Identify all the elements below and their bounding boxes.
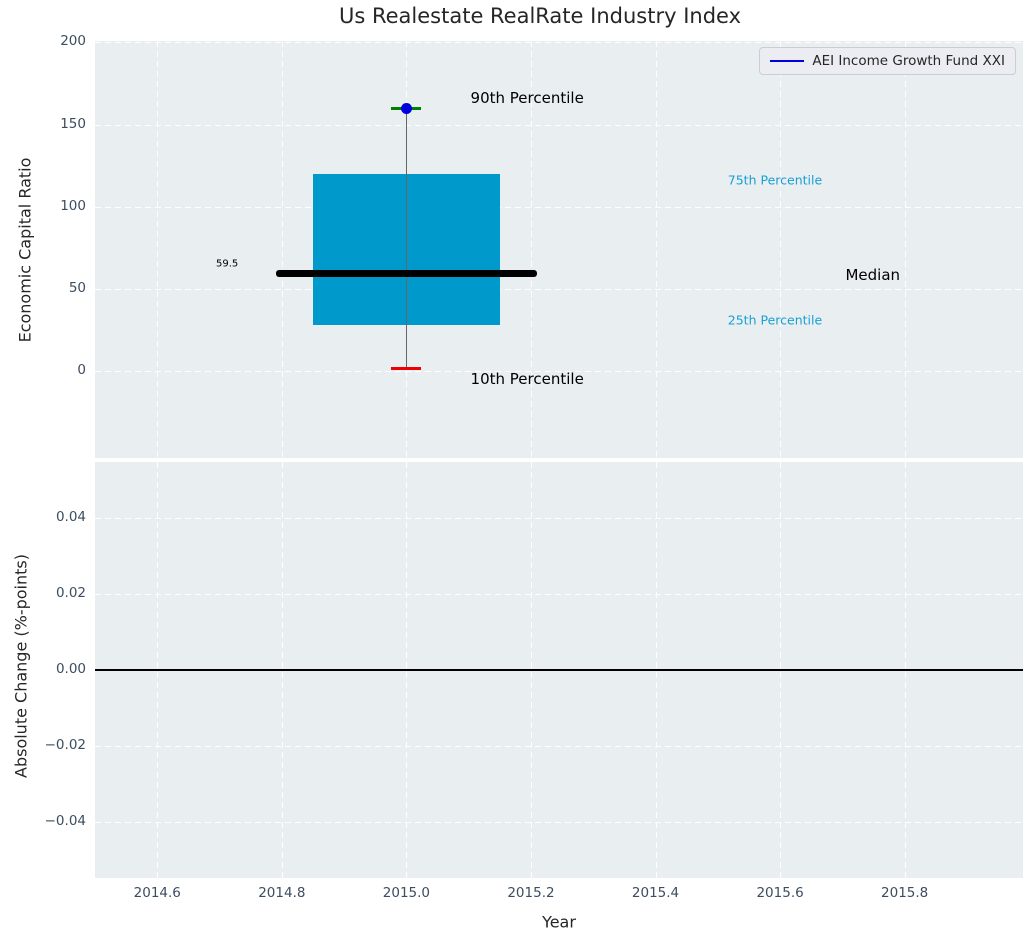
vertical-gridline bbox=[157, 41, 159, 458]
horizontal-gridline bbox=[95, 124, 1023, 126]
y-axis-label-top: Economic Capital Ratio bbox=[15, 157, 35, 343]
annotation-10th-percentile: 10th Percentile bbox=[470, 369, 584, 388]
horizontal-gridline bbox=[95, 371, 1023, 373]
y-tick-label: 100 bbox=[60, 197, 86, 214]
zero-line bbox=[95, 669, 1023, 671]
top-axes-economic-capital-ratio: 90th Percentile 10th Percentile 75th Perce… bbox=[95, 41, 1023, 458]
y-tick-label: 0.04 bbox=[55, 509, 86, 526]
legend-line-icon bbox=[770, 60, 805, 62]
y-tick-label: 50 bbox=[68, 280, 86, 297]
data-point-marker bbox=[400, 102, 412, 114]
bottom-axes-absolute-change bbox=[95, 462, 1023, 878]
y-tick-label: −0.04 bbox=[44, 812, 86, 829]
vertical-gridline bbox=[281, 41, 283, 458]
y-tick-label: −0.02 bbox=[44, 736, 86, 753]
whisker-line bbox=[405, 108, 408, 369]
x-tick-label: 2014.8 bbox=[258, 885, 306, 901]
x-tick-label: 2015.6 bbox=[756, 885, 804, 901]
cap-10th bbox=[391, 366, 422, 370]
x-tick-label: 2015.8 bbox=[881, 885, 929, 901]
vertical-gridline bbox=[780, 41, 782, 458]
horizontal-gridline bbox=[95, 518, 1023, 520]
annotation-25th-percentile: 25th Percentile bbox=[727, 312, 823, 328]
median-line bbox=[275, 270, 538, 278]
horizontal-gridline bbox=[95, 821, 1023, 823]
horizontal-gridline bbox=[95, 745, 1023, 747]
vertical-gridline bbox=[904, 41, 906, 458]
horizontal-gridline bbox=[95, 42, 1023, 44]
horizontal-gridline bbox=[95, 289, 1023, 291]
chart-title: Us Realestate RealRate Industry Index bbox=[338, 4, 741, 28]
x-tick-label: 2014.6 bbox=[133, 885, 181, 901]
vertical-gridline bbox=[530, 41, 532, 458]
annotation-median: Median bbox=[845, 265, 901, 284]
annotation-90th-percentile: 90th Percentile bbox=[470, 89, 584, 108]
x-tick-label: 2015.2 bbox=[507, 885, 555, 901]
y-tick-label: 200 bbox=[60, 33, 86, 50]
y-tick-label: 0.00 bbox=[55, 661, 86, 677]
legend: AEI Income Growth Fund XXI bbox=[759, 47, 1016, 75]
vertical-gridline bbox=[655, 41, 657, 458]
horizontal-gridline bbox=[95, 594, 1023, 596]
annotation-median-value: 59.5 bbox=[215, 258, 239, 270]
y-tick-label: 0.02 bbox=[55, 585, 86, 602]
legend-label: AEI Income Growth Fund XXI bbox=[812, 53, 1005, 69]
y-tick-label: 0 bbox=[77, 362, 86, 379]
x-tick-label: 2015.0 bbox=[382, 885, 431, 901]
x-axis-label: Year bbox=[542, 912, 576, 932]
x-tick-label: 2015.4 bbox=[631, 885, 680, 901]
y-tick-label: 150 bbox=[60, 115, 86, 132]
annotation-75th-percentile: 75th Percentile bbox=[727, 172, 823, 188]
horizontal-gridline bbox=[95, 206, 1023, 208]
